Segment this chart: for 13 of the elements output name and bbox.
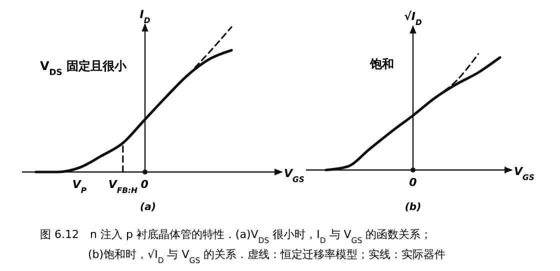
text: (b) (404, 202, 422, 213)
caption: 图 6.12 n 注入 p 衬底晶体管的特性．(a)V$_{DS}$ 很小时，I$_{D}$ 与 V$_{GS}$ 的函数关系； (40, 228, 432, 244)
x-tick-label: V$_{P}$ (72, 178, 87, 194)
text: (b)饱和时，√I$_{D}$ 与 V$_{GS}$ 的关系．虚线：恒定迁移率模型；实线：实际器件 (88, 248, 446, 264)
x-axis-title: V$_{GS}$ (284, 167, 305, 184)
y-axis-title: I$_{D}$ (140, 8, 151, 24)
annotation: 饱和 (369, 57, 394, 71)
text: (a) (140, 202, 156, 213)
y-axis-title: √I$_{D}$ (404, 10, 423, 26)
x-tick-label: 0 (140, 178, 149, 191)
annotation: V$_{DS}$ 固定且很小 (40, 59, 128, 77)
x-tick-label: V$_{FB:H}$ (108, 178, 138, 194)
x-axis-title: V$_{GS}$ (514, 165, 535, 182)
